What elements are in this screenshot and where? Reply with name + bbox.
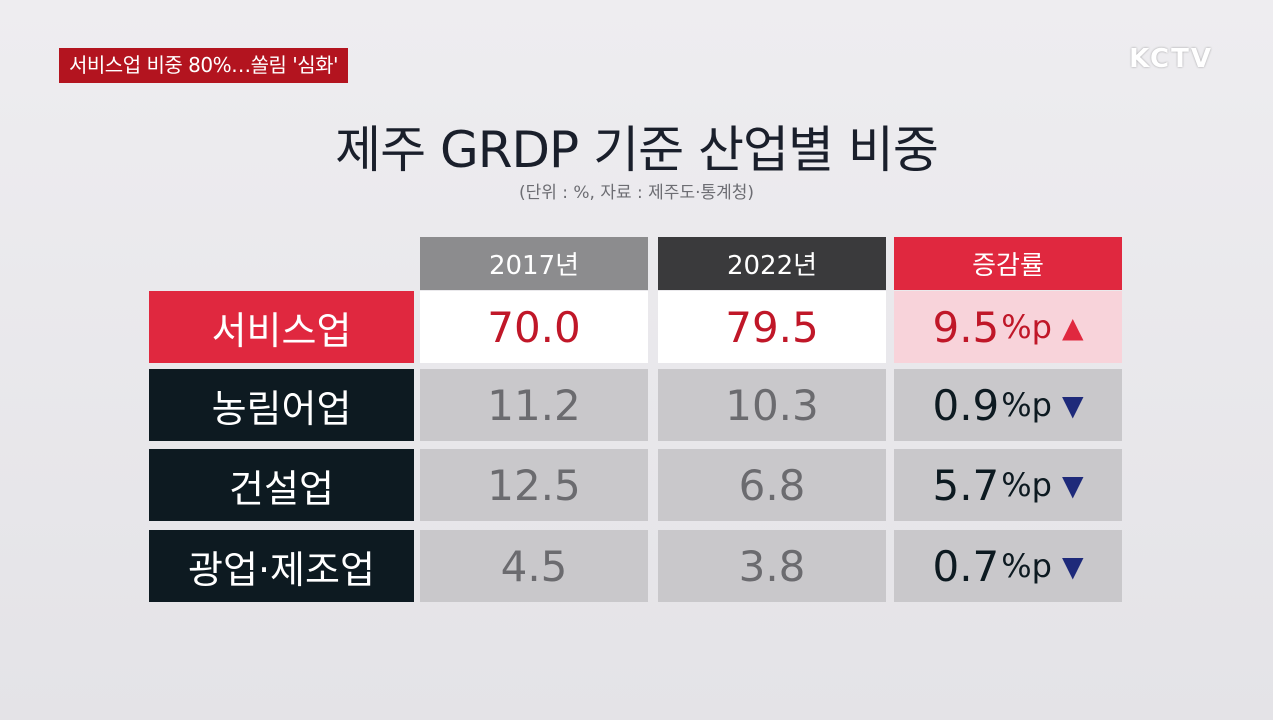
page-title: 제주 GRDP 기준 산업별 비중 (335, 121, 939, 179)
rate-unit: %p (1001, 386, 1052, 424)
value-manufacturing-2022: 3.8 (658, 530, 886, 602)
rate-services: 9.5 %p ▲ (894, 291, 1122, 363)
value-services-2022: 79.5 (658, 291, 886, 363)
row-label-construction: 건설업 (149, 449, 414, 521)
kctv-logo: KCTV (1129, 44, 1213, 74)
value-agriculture-2017: 11.2 (420, 369, 648, 441)
rate-manufacturing: 0.7 %p ▼ (894, 530, 1122, 602)
column-header-2017: 2017년 (420, 237, 648, 290)
rate-value: 5.7 (932, 460, 1000, 510)
rate-agriculture: 0.9 %p ▼ (894, 369, 1122, 441)
rate-value: 0.9 (932, 380, 1000, 430)
row-label-services: 서비스업 (149, 291, 414, 363)
rate-unit: %p (1001, 547, 1052, 585)
value-construction-2022: 6.8 (658, 449, 886, 521)
down-arrow-icon: ▼ (1061, 388, 1084, 422)
value-manufacturing-2017: 4.5 (420, 530, 648, 602)
column-header-rate: 증감률 (894, 237, 1122, 290)
rate-construction: 5.7 %p ▼ (894, 449, 1122, 521)
rate-value: 0.7 (932, 541, 1000, 591)
up-arrow-icon: ▲ (1061, 310, 1084, 344)
value-agriculture-2022: 10.3 (658, 369, 886, 441)
rate-unit: %p (1001, 466, 1052, 504)
down-arrow-icon: ▼ (1061, 468, 1084, 502)
down-arrow-icon: ▼ (1061, 549, 1084, 583)
value-services-2017: 70.0 (420, 291, 648, 363)
value-construction-2017: 12.5 (420, 449, 648, 521)
column-header-2022: 2022년 (658, 237, 886, 290)
rate-unit: %p (1001, 308, 1052, 346)
news-headline-banner: 서비스업 비중 80%…쏠림 '심화' (59, 48, 349, 83)
row-label-manufacturing: 광업·제조업 (149, 530, 414, 602)
row-label-agriculture: 농림어업 (149, 369, 414, 441)
page-subtitle: (단위 : %, 자료 : 제주도·통계청) (518, 183, 755, 203)
rate-value: 9.5 (932, 302, 1000, 352)
